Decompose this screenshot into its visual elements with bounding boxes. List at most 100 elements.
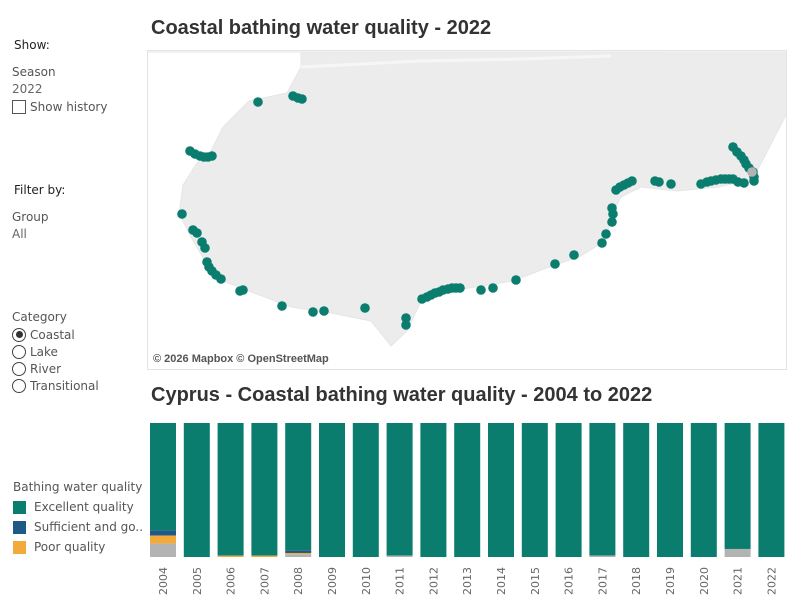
bathing-site-marker[interactable]	[238, 285, 248, 295]
bathing-site-marker[interactable]	[207, 151, 217, 161]
bar-segment-excellent-quality[interactable]	[420, 423, 447, 557]
bar-segment-not-classified[interactable]	[724, 548, 751, 557]
legend-item-excellent[interactable]: Excellent quality	[13, 497, 143, 517]
bathing-site-marker[interactable]	[200, 243, 210, 253]
category-option-coastal[interactable]: Coastal	[12, 326, 99, 343]
x-tick-label: 2016	[563, 567, 576, 595]
bar-segment-excellent-quality[interactable]	[724, 423, 751, 549]
category-option-lake[interactable]: Lake	[12, 343, 99, 360]
group-value[interactable]: All	[12, 227, 27, 241]
checkbox-box[interactable]	[12, 100, 26, 114]
bar-segment-excellent-quality[interactable]	[521, 423, 548, 557]
quality-history-chart[interactable]: 2004 2005 2006 2007 2008 2009 2010 2011 2012 2013…	[147, 415, 787, 595]
show-history-label: Show history	[30, 100, 108, 114]
bar-segment-not-classified[interactable]	[589, 555, 616, 557]
bar-segment-poor-quality[interactable]	[217, 555, 244, 557]
x-tick-label: 2014	[495, 567, 508, 595]
bathing-site-marker[interactable]	[216, 274, 226, 284]
bathing-site-marker[interactable]	[569, 250, 579, 260]
bathing-site-marker[interactable]	[401, 320, 411, 330]
legend-item-label: Excellent quality	[34, 500, 134, 514]
x-tick-label: 2013	[461, 567, 474, 595]
bathing-site-marker[interactable]	[297, 94, 307, 104]
bathing-site-marker-unclassified[interactable]	[747, 167, 757, 177]
bar-segment-sufficient-and-go[interactable]	[150, 530, 176, 536]
bar-segment-excellent-quality[interactable]	[690, 423, 717, 557]
map-canvas[interactable]	[148, 51, 787, 370]
bar-segment-excellent-quality[interactable]	[657, 423, 683, 557]
bar-segment-excellent-quality[interactable]	[183, 423, 210, 557]
bathing-site-marker[interactable]	[192, 228, 202, 238]
bathing-site-marker[interactable]	[511, 275, 521, 285]
bar-segment-poor-quality[interactable]	[251, 555, 278, 557]
category-option-label: River	[30, 361, 62, 376]
legend-item-sufficient[interactable]: Sufficient and go..	[13, 517, 143, 537]
bathing-site-marker[interactable]	[607, 203, 617, 213]
bathing-site-marker[interactable]	[177, 209, 187, 219]
bar-segment-excellent-quality[interactable]	[623, 423, 650, 557]
bar-segment-excellent-quality[interactable]	[352, 423, 379, 557]
x-tick-label: 2022	[765, 567, 778, 595]
bar-segment-excellent-quality[interactable]	[454, 423, 481, 557]
bar-segment-excellent-quality[interactable]	[217, 423, 244, 556]
bathing-site-marker[interactable]	[476, 285, 486, 295]
bathing-site-marker[interactable]	[488, 283, 498, 293]
bathing-site-marker[interactable]	[749, 176, 759, 186]
bar-segment-not-classified[interactable]	[150, 543, 176, 557]
radio-button[interactable]	[12, 344, 26, 359]
x-tick-label: 2019	[664, 567, 677, 595]
bathing-site-marker[interactable]	[597, 238, 607, 248]
bar-segment-excellent-quality[interactable]	[319, 423, 345, 557]
bar-segment-poor-quality[interactable]	[150, 535, 176, 544]
season-value[interactable]: 2022	[12, 82, 43, 96]
bathing-site-marker[interactable]	[308, 307, 318, 317]
bathing-sites-map[interactable]	[147, 50, 787, 370]
bar-segment-excellent-quality[interactable]	[555, 423, 582, 557]
legend-item-poor[interactable]: Poor quality	[13, 537, 143, 557]
show-history-checkbox[interactable]: Show history	[12, 100, 107, 114]
bathing-site-marker[interactable]	[607, 217, 617, 227]
bar-segment-excellent-quality[interactable]	[589, 423, 616, 556]
coastline-highlight	[300, 54, 612, 69]
bar-segment-excellent-quality[interactable]	[758, 423, 785, 557]
bar-segment-excellent-quality[interactable]	[251, 423, 278, 556]
category-option-transitional[interactable]: Transitional	[12, 377, 99, 394]
bar-segment-not-classified[interactable]	[386, 555, 413, 557]
bathing-site-marker[interactable]	[277, 301, 287, 311]
bar-segment-excellent-quality[interactable]	[386, 423, 413, 556]
radio-button[interactable]	[12, 327, 26, 342]
quality-legend: Bathing water quality Excellent quality …	[13, 480, 143, 557]
legend-swatch	[13, 500, 26, 514]
bathing-site-marker[interactable]	[654, 177, 664, 187]
radio-button[interactable]	[12, 378, 26, 393]
map-attribution: © 2026 Mapbox © OpenStreetMap	[153, 353, 329, 365]
bathing-site-marker[interactable]	[601, 229, 611, 239]
bathing-site-markers	[177, 91, 759, 330]
bar-segment-excellent-quality[interactable]	[150, 423, 176, 531]
category-radio-group: Coastal Lake River Transitional	[12, 326, 99, 394]
cyprus-landmass	[148, 51, 786, 347]
bathing-site-marker[interactable]	[627, 176, 637, 186]
bar-segment-not-classified[interactable]	[285, 554, 312, 557]
category-option-label: Transitional	[30, 378, 99, 393]
bathing-site-marker[interactable]	[550, 259, 560, 269]
bar-segment-excellent-quality[interactable]	[285, 423, 312, 551]
bathing-site-marker[interactable]	[666, 179, 676, 189]
bathing-site-marker[interactable]	[401, 313, 411, 323]
bathing-site-marker[interactable]	[739, 178, 749, 188]
radio-button[interactable]	[12, 361, 26, 376]
show-heading: Show:	[14, 38, 50, 52]
bathing-site-marker[interactable]	[319, 306, 329, 316]
chart-title: Cyprus - Coastal bathing water quality -…	[151, 384, 653, 406]
bathing-site-marker[interactable]	[455, 283, 465, 293]
bathing-site-marker[interactable]	[360, 303, 370, 313]
category-option-river[interactable]: River	[12, 360, 99, 377]
bathing-site-marker[interactable]	[253, 97, 263, 107]
category-label: Category	[12, 310, 67, 324]
map-title: Coastal bathing water quality - 2022	[151, 17, 492, 39]
x-tick-label: 2015	[529, 567, 542, 595]
category-option-label: Lake	[30, 344, 58, 359]
bar-segment-poor-quality[interactable]	[285, 552, 312, 555]
bar-segment-excellent-quality[interactable]	[488, 423, 514, 557]
bar-segment-sufficient-and-go[interactable]	[285, 550, 312, 553]
